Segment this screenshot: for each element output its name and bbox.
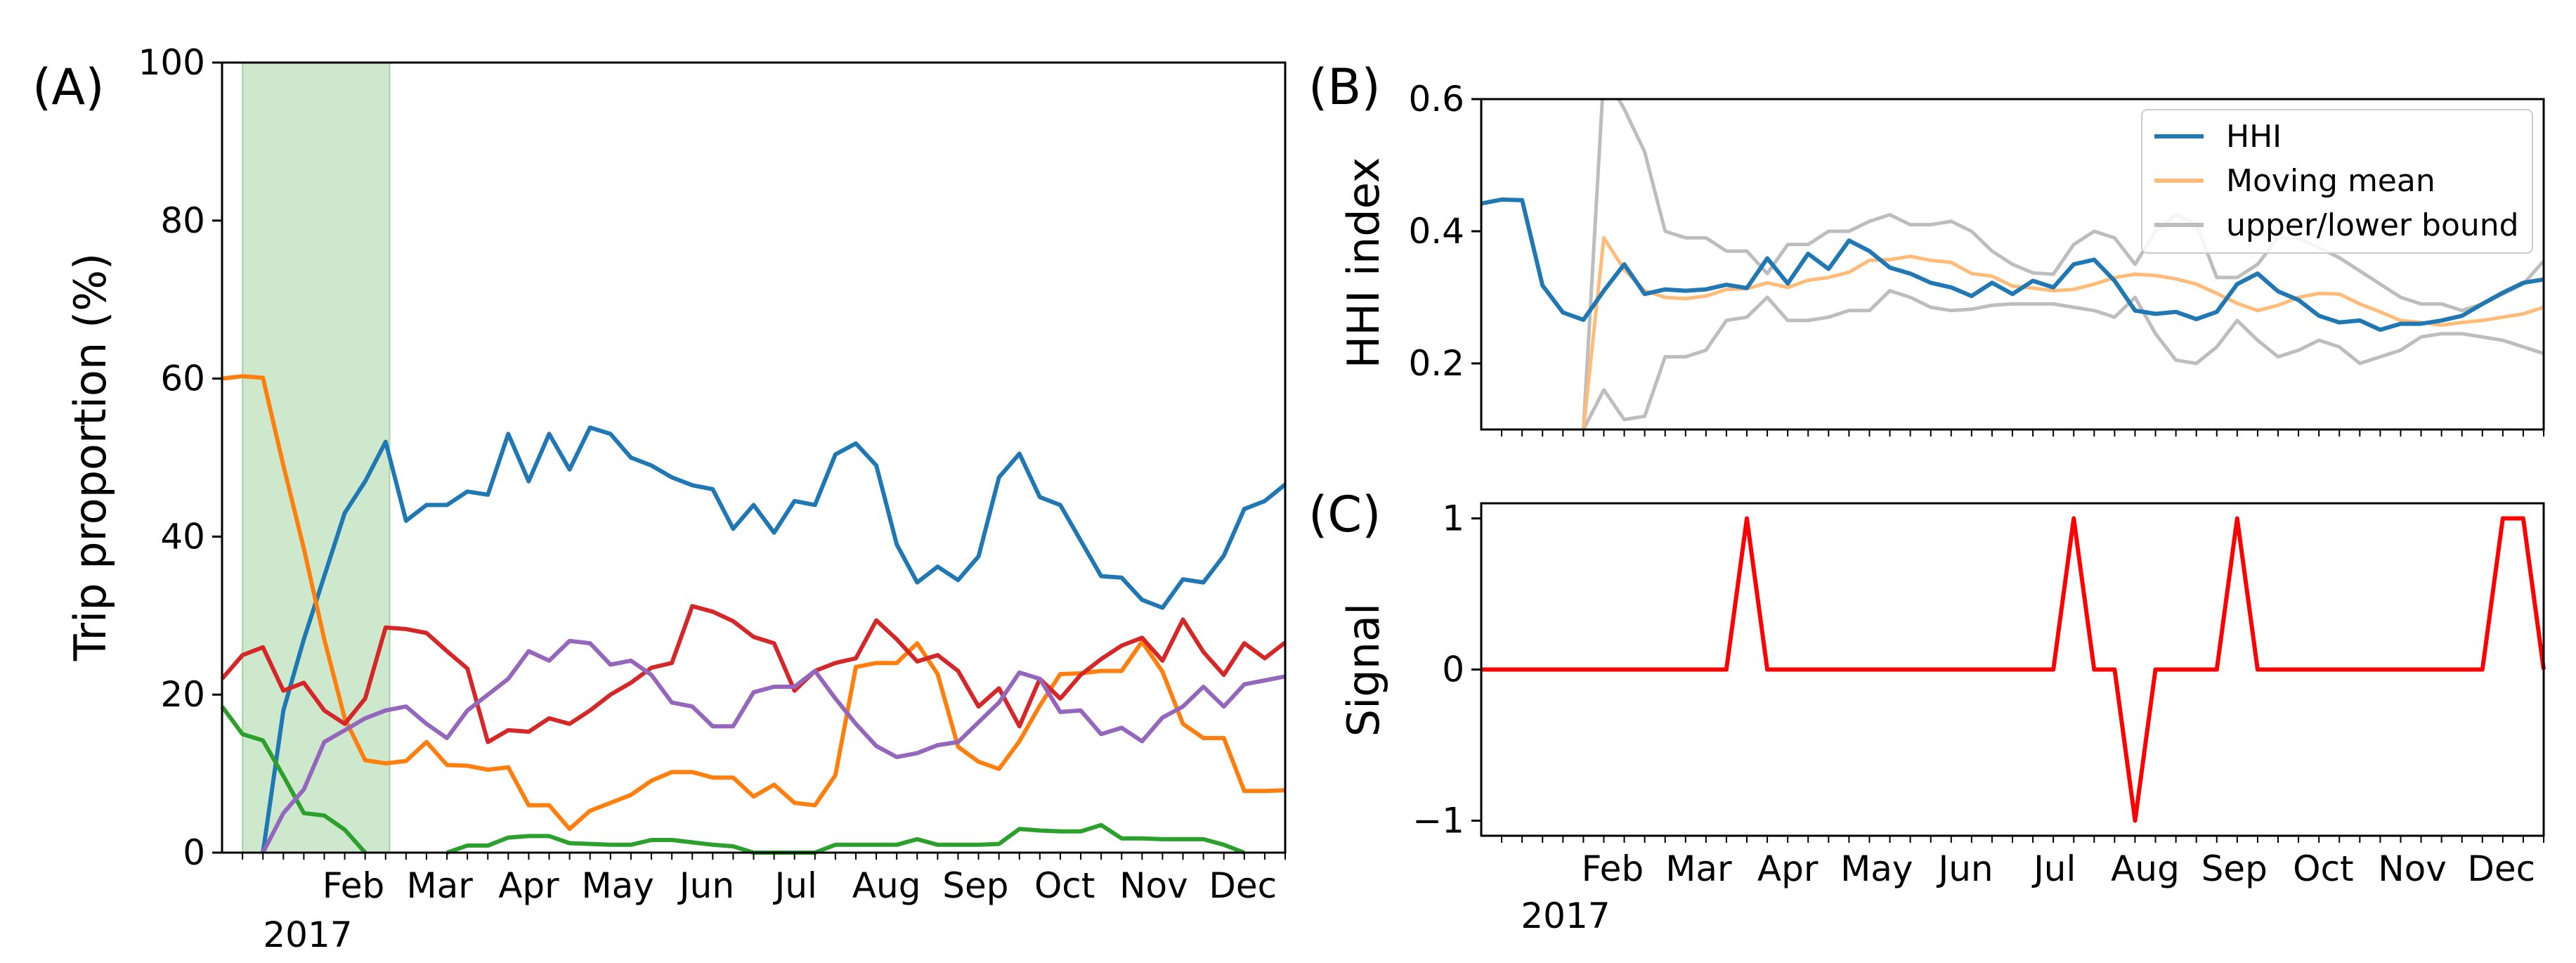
x-tick-label-aug: Aug [2111,848,2180,889]
x-tick-label-jul: Jul [2031,848,2076,889]
series-line-purple [261,638,1286,854]
legend-label-bounds: upper/lower bound [2226,207,2519,243]
panel-a-year-label: 2017 [263,914,352,955]
y-tick-label: 100 [138,42,205,83]
series-line-upper-bound [1581,99,2544,429]
panel-a-frame [221,61,1287,854]
series-line-green-2 [446,822,1245,855]
panel-b-label: (B) [1308,58,1381,116]
y-tick-label: 80 [160,200,205,241]
series-line-moving-mean [1581,235,2544,429]
panel-c-series [1481,516,2546,823]
y-tick-label: 1 [1442,498,1464,539]
x-tick-label-dec: Dec [2467,848,2535,889]
panel-c-frame [1480,502,2545,837]
panel-b: (B) HHI index 0.2 0.4 0.6 HHI Moving mean … [1308,58,2545,437]
x-tick-label-apr: Apr [498,865,559,906]
x-tick-label-aug: Aug [852,865,921,906]
x-tick-label-jun: Jun [1936,848,1993,889]
panel-c-x-ticks: Feb Mar Apr May Jun Jul Aug Sep Oct Nov Dec [1501,836,2544,889]
panel-b-legend: HHI Moving mean upper/lower bound [2141,109,2533,254]
x-tick-label-dec: Dec [1209,865,1277,906]
legend-label-moving-mean: Moving mean [2226,163,2435,199]
x-tick-label-oct: Oct [1034,865,1095,906]
series-line-signal [1481,516,2546,823]
panel-c-year-label: 2017 [1521,896,1610,936]
y-tick-label: 20 [160,674,205,715]
y-tick-label: 0.2 [1408,343,1464,384]
x-tick-label-jun: Jun [677,865,734,906]
series-line-orange [221,374,1286,832]
panel-c: (C) Signal −1 0 1 Feb Mar Apr May Jun Jul Aug Sep… [1308,486,2546,936]
panel-a-highlight-region [242,62,391,853]
panel-a-x-ticks: Feb Mar Apr May Jun Jul Aug Sep Oct Nov Dec [242,853,1286,906]
x-tick-label-may: May [1840,848,1913,889]
y-tick-label: 0.6 [1408,79,1464,119]
y-tick-label: 60 [160,358,205,399]
x-tick-label-may: May [582,865,654,906]
series-line-green-1 [220,705,367,854]
panel-a-label: (A) [32,58,105,116]
x-tick-label-mar: Mar [1665,848,1732,889]
panel-b-y-axis-label: HHI index [1338,157,1389,369]
x-tick-label-feb: Feb [323,865,385,906]
x-tick-label-nov: Nov [2378,848,2447,889]
highlight-rect [242,62,391,853]
x-tick-label-mar: Mar [406,865,473,906]
panel-c-label: (C) [1308,486,1381,543]
panel-a: (A) Trip proportion (%) 0 20 40 60 80 100 Feb… [32,42,1287,955]
series-line-lower-bound [1582,289,2544,429]
series-line-hhi [1481,197,2544,332]
x-tick-label-apr: Apr [1757,848,1819,889]
x-tick-label-jul: Jul [773,865,817,906]
series-line-blue [261,425,1287,853]
y-tick-label: 0 [183,832,205,873]
x-tick-label-feb: Feb [1582,848,1644,889]
x-tick-label-nov: Nov [1119,865,1188,906]
y-tick-label: 40 [160,516,205,557]
y-tick-label: 0 [1442,649,1464,690]
x-tick-label-oct: Oct [2293,848,2353,889]
y-tick-label: −1 [1412,801,1464,841]
panel-b-frame [1480,98,2545,431]
legend-label-hhi: HHI [2226,119,2282,155]
panel-b-series [1481,99,2544,429]
panel-a-series [220,374,1287,855]
panel-b-x-ticks [1501,429,2544,437]
panel-c-y-axis-label: Signal [1338,603,1389,737]
y-tick-label: 0.4 [1408,211,1464,252]
x-tick-label-sep: Sep [2201,848,2268,889]
panel-b-y-ticks: 0.2 0.4 0.6 [1408,79,1481,384]
series-line-red [220,604,1287,744]
x-tick-label-sep: Sep [942,865,1008,906]
panel-a-y-axis-label: Trip proportion (%) [65,253,116,662]
legend-box [2141,109,2533,254]
panel-c-y-ticks: −1 0 1 [1412,498,1481,841]
panel-a-y-ticks: 0 20 40 60 80 100 [138,42,222,873]
